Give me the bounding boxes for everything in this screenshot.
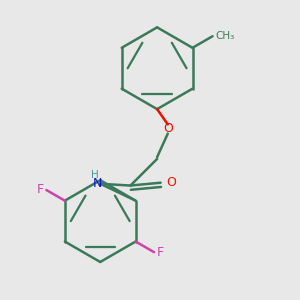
Text: H: H	[91, 169, 98, 179]
Text: O: O	[167, 176, 176, 189]
Text: N: N	[92, 177, 102, 190]
Text: F: F	[157, 246, 164, 259]
Text: F: F	[36, 184, 43, 196]
Text: O: O	[163, 122, 173, 135]
Text: CH₃: CH₃	[215, 31, 235, 41]
